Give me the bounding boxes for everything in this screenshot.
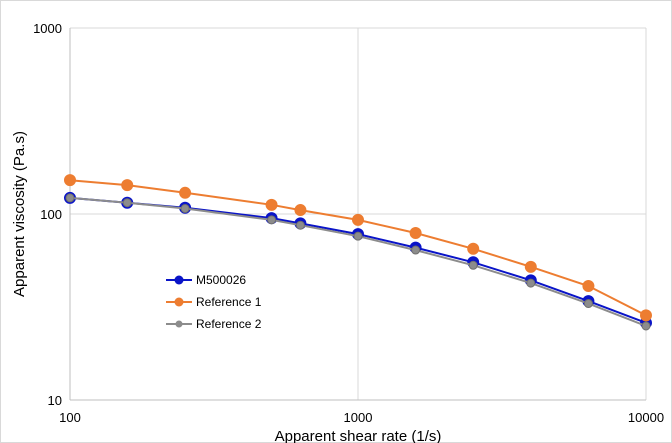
data-point xyxy=(640,309,652,322)
y-tick-label: 10 xyxy=(48,393,62,408)
legend-label: Reference 2 xyxy=(196,317,262,331)
data-point xyxy=(121,179,134,192)
tick-labels: 100 1000 10000 10 100 1000 xyxy=(33,21,664,425)
data-point xyxy=(467,242,480,255)
data-point xyxy=(582,280,595,293)
data-point xyxy=(526,278,536,288)
data-point xyxy=(122,198,132,208)
legend-item: Reference 2 xyxy=(166,317,262,331)
y-axis-title: Apparent viscosity (Pa.s) xyxy=(11,131,28,297)
y-tick-label: 100 xyxy=(40,207,62,222)
data-point xyxy=(641,321,651,331)
y-tick-label: 1000 xyxy=(33,21,62,36)
legend-label: M500026 xyxy=(196,273,246,287)
data-point xyxy=(267,215,277,225)
data-point xyxy=(409,227,422,240)
data-point xyxy=(65,193,75,203)
data-point xyxy=(411,245,421,255)
legend-item: Reference 1 xyxy=(166,295,262,309)
data-point xyxy=(353,231,363,241)
x-tick-label: 100 xyxy=(59,410,81,425)
data-point xyxy=(294,204,307,217)
series-1 xyxy=(64,174,652,322)
data-point xyxy=(295,220,305,230)
plot-border xyxy=(69,28,646,401)
legend-marker xyxy=(175,320,183,328)
data-point xyxy=(583,299,593,309)
data-point xyxy=(180,204,190,214)
legend-label: Reference 1 xyxy=(196,295,262,309)
data-point xyxy=(524,260,537,273)
x-axis-title: Apparent shear rate (1/s) xyxy=(275,428,442,443)
x-tick-label: 1000 xyxy=(344,410,373,425)
data-point xyxy=(64,174,76,187)
legend-item: M500026 xyxy=(166,273,246,287)
data-point xyxy=(352,213,364,226)
series-2 xyxy=(65,193,651,331)
data-point xyxy=(179,186,192,199)
legend: M500026 Reference 1 Reference 2 xyxy=(166,273,262,331)
legend-marker xyxy=(174,297,184,307)
legend-marker xyxy=(174,275,184,285)
data-point xyxy=(265,198,278,211)
series-layer xyxy=(64,174,652,331)
x-tick-label: 10000 xyxy=(628,410,664,425)
data-point xyxy=(468,260,478,270)
